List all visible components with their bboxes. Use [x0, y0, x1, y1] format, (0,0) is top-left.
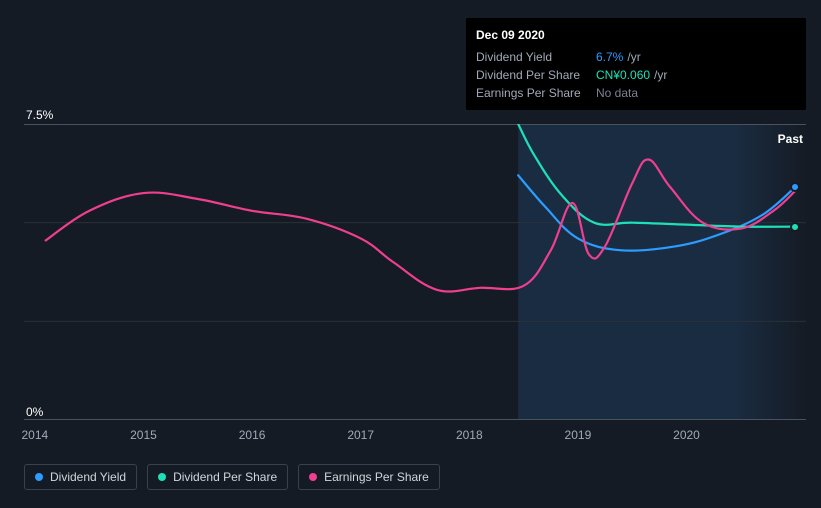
legend-item[interactable]: Earnings Per Share	[298, 464, 440, 490]
tooltip-key: Dividend Yield	[476, 48, 596, 66]
legend-label: Earnings Per Share	[324, 470, 429, 484]
legend-swatch-icon	[158, 473, 166, 481]
tooltip-value: 6.7%/yr	[596, 48, 641, 66]
legend-label: Dividend Per Share	[173, 470, 277, 484]
legend-label: Dividend Yield	[50, 470, 126, 484]
x-tick: 2016	[239, 428, 266, 442]
tooltip-box: Dec 09 2020 Dividend Yield6.7%/yrDividen…	[466, 18, 806, 110]
x-tick: 2019	[565, 428, 592, 442]
chart-plot-area[interactable]	[24, 124, 806, 420]
x-tick: 2020	[673, 428, 700, 442]
past-label: Past	[778, 132, 803, 146]
y-axis-top-label: 7.5%	[26, 108, 53, 122]
legend-swatch-icon	[35, 473, 43, 481]
legend: Dividend Yield Dividend Per Share Earnings…	[24, 464, 440, 490]
tooltip-key: Earnings Per Share	[476, 84, 596, 102]
tooltip-date: Dec 09 2020	[476, 26, 796, 44]
chart-container: 7.5% 0% Past 201420152016201720182019202…	[0, 0, 821, 508]
x-tick: 2018	[456, 428, 483, 442]
dividend_yield-end-marker	[790, 182, 800, 192]
tooltip-row: Dividend Yield6.7%/yr	[476, 48, 796, 66]
x-tick: 2015	[130, 428, 157, 442]
tooltip-row: Dividend Per ShareCN¥0.060/yr	[476, 66, 796, 84]
tooltip-row: Earnings Per ShareNo data	[476, 84, 796, 102]
x-tick: 2017	[347, 428, 374, 442]
legend-swatch-icon	[309, 473, 317, 481]
chart-svg	[24, 124, 806, 420]
tooltip-value: No data	[596, 84, 638, 102]
dividend_per_share-end-marker	[790, 222, 800, 232]
tooltip-value: CN¥0.060/yr	[596, 66, 667, 84]
legend-item[interactable]: Dividend Yield	[24, 464, 137, 490]
x-tick: 2014	[22, 428, 49, 442]
tooltip-key: Dividend Per Share	[476, 66, 596, 84]
legend-item[interactable]: Dividend Per Share	[147, 464, 288, 490]
